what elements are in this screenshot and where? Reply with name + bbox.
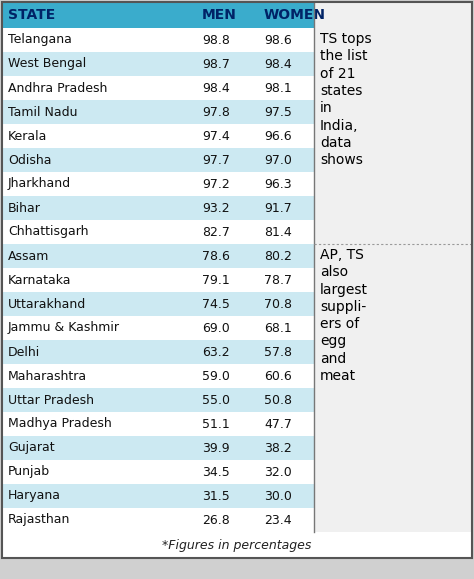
Text: 79.1: 79.1: [202, 273, 230, 287]
Text: 78.6: 78.6: [202, 250, 230, 262]
Text: 80.2: 80.2: [264, 250, 292, 262]
FancyBboxPatch shape: [2, 484, 314, 508]
Text: 74.5: 74.5: [202, 298, 230, 310]
Text: Odisha: Odisha: [8, 153, 52, 167]
FancyBboxPatch shape: [2, 460, 314, 484]
FancyBboxPatch shape: [2, 316, 314, 340]
FancyBboxPatch shape: [2, 148, 314, 172]
FancyBboxPatch shape: [2, 532, 472, 558]
Text: Karnataka: Karnataka: [8, 273, 72, 287]
FancyBboxPatch shape: [2, 388, 314, 412]
Text: 82.7: 82.7: [202, 225, 230, 239]
Text: 23.4: 23.4: [264, 514, 292, 526]
Text: 98.1: 98.1: [264, 82, 292, 94]
FancyBboxPatch shape: [2, 2, 472, 28]
Text: 98.4: 98.4: [264, 57, 292, 71]
Text: STATE: STATE: [8, 8, 55, 22]
Text: Assam: Assam: [8, 250, 49, 262]
Text: Telangana: Telangana: [8, 34, 72, 46]
Text: 78.7: 78.7: [264, 273, 292, 287]
Text: 47.7: 47.7: [264, 417, 292, 431]
Text: Maharashtra: Maharashtra: [8, 369, 87, 383]
Text: Rajasthan: Rajasthan: [8, 514, 70, 526]
Text: Gujarat: Gujarat: [8, 442, 55, 455]
Text: 97.0: 97.0: [264, 153, 292, 167]
Text: 51.1: 51.1: [202, 417, 230, 431]
Text: MEN: MEN: [202, 8, 237, 22]
FancyBboxPatch shape: [2, 2, 472, 558]
Text: 50.8: 50.8: [264, 394, 292, 406]
Text: 97.7: 97.7: [202, 153, 230, 167]
FancyBboxPatch shape: [2, 292, 314, 316]
FancyBboxPatch shape: [2, 100, 314, 124]
Text: 98.6: 98.6: [264, 34, 292, 46]
Text: Uttar Pradesh: Uttar Pradesh: [8, 394, 94, 406]
Text: 81.4: 81.4: [264, 225, 292, 239]
FancyBboxPatch shape: [2, 244, 314, 268]
Text: 59.0: 59.0: [202, 369, 230, 383]
Text: 69.0: 69.0: [202, 321, 230, 335]
FancyBboxPatch shape: [2, 124, 314, 148]
FancyBboxPatch shape: [2, 28, 314, 52]
Text: 38.2: 38.2: [264, 442, 292, 455]
FancyBboxPatch shape: [2, 268, 314, 292]
Text: Madhya Pradesh: Madhya Pradesh: [8, 417, 112, 431]
FancyBboxPatch shape: [2, 340, 314, 364]
Text: AP, TS
also
largest
suppli-
ers of
egg
and
meat: AP, TS also largest suppli- ers of egg a…: [320, 248, 368, 383]
Text: Jammu & Kashmir: Jammu & Kashmir: [8, 321, 120, 335]
Text: 30.0: 30.0: [264, 489, 292, 503]
Text: Andhra Pradesh: Andhra Pradesh: [8, 82, 108, 94]
Text: 98.7: 98.7: [202, 57, 230, 71]
Text: 97.4: 97.4: [202, 130, 230, 142]
Text: Tamil Nadu: Tamil Nadu: [8, 105, 78, 119]
Text: Jharkhand: Jharkhand: [8, 178, 71, 190]
Text: 97.8: 97.8: [202, 105, 230, 119]
FancyBboxPatch shape: [2, 172, 314, 196]
FancyBboxPatch shape: [2, 220, 314, 244]
Text: TS tops
the list
of 21
states
in
India,
data
shows: TS tops the list of 21 states in India, …: [320, 32, 372, 167]
Text: 96.6: 96.6: [264, 130, 292, 142]
Text: 55.0: 55.0: [202, 394, 230, 406]
Text: 32.0: 32.0: [264, 466, 292, 478]
Text: WOMEN: WOMEN: [264, 8, 326, 22]
FancyBboxPatch shape: [2, 76, 314, 100]
FancyBboxPatch shape: [2, 436, 314, 460]
Text: 60.6: 60.6: [264, 369, 292, 383]
Text: 98.4: 98.4: [202, 82, 230, 94]
Text: 31.5: 31.5: [202, 489, 230, 503]
Text: 34.5: 34.5: [202, 466, 230, 478]
Text: 39.9: 39.9: [202, 442, 229, 455]
Text: *Figures in percentages: *Figures in percentages: [162, 538, 312, 552]
Text: Delhi: Delhi: [8, 346, 40, 358]
Text: 98.8: 98.8: [202, 34, 230, 46]
Text: Uttarakhand: Uttarakhand: [8, 298, 86, 310]
FancyBboxPatch shape: [2, 412, 314, 436]
Text: 68.1: 68.1: [264, 321, 292, 335]
FancyBboxPatch shape: [2, 508, 314, 532]
FancyBboxPatch shape: [314, 2, 472, 532]
Text: 97.2: 97.2: [202, 178, 230, 190]
Text: 93.2: 93.2: [202, 201, 229, 214]
Text: Punjab: Punjab: [8, 466, 50, 478]
FancyBboxPatch shape: [2, 196, 314, 220]
Text: 57.8: 57.8: [264, 346, 292, 358]
Text: 26.8: 26.8: [202, 514, 230, 526]
FancyBboxPatch shape: [2, 364, 314, 388]
FancyBboxPatch shape: [2, 52, 314, 76]
Text: 96.3: 96.3: [264, 178, 292, 190]
Text: Bihar: Bihar: [8, 201, 41, 214]
Text: 70.8: 70.8: [264, 298, 292, 310]
Text: Kerala: Kerala: [8, 130, 47, 142]
Text: 97.5: 97.5: [264, 105, 292, 119]
Text: 91.7: 91.7: [264, 201, 292, 214]
Text: West Bengal: West Bengal: [8, 57, 86, 71]
Text: Chhattisgarh: Chhattisgarh: [8, 225, 89, 239]
Text: Haryana: Haryana: [8, 489, 61, 503]
Text: 63.2: 63.2: [202, 346, 229, 358]
